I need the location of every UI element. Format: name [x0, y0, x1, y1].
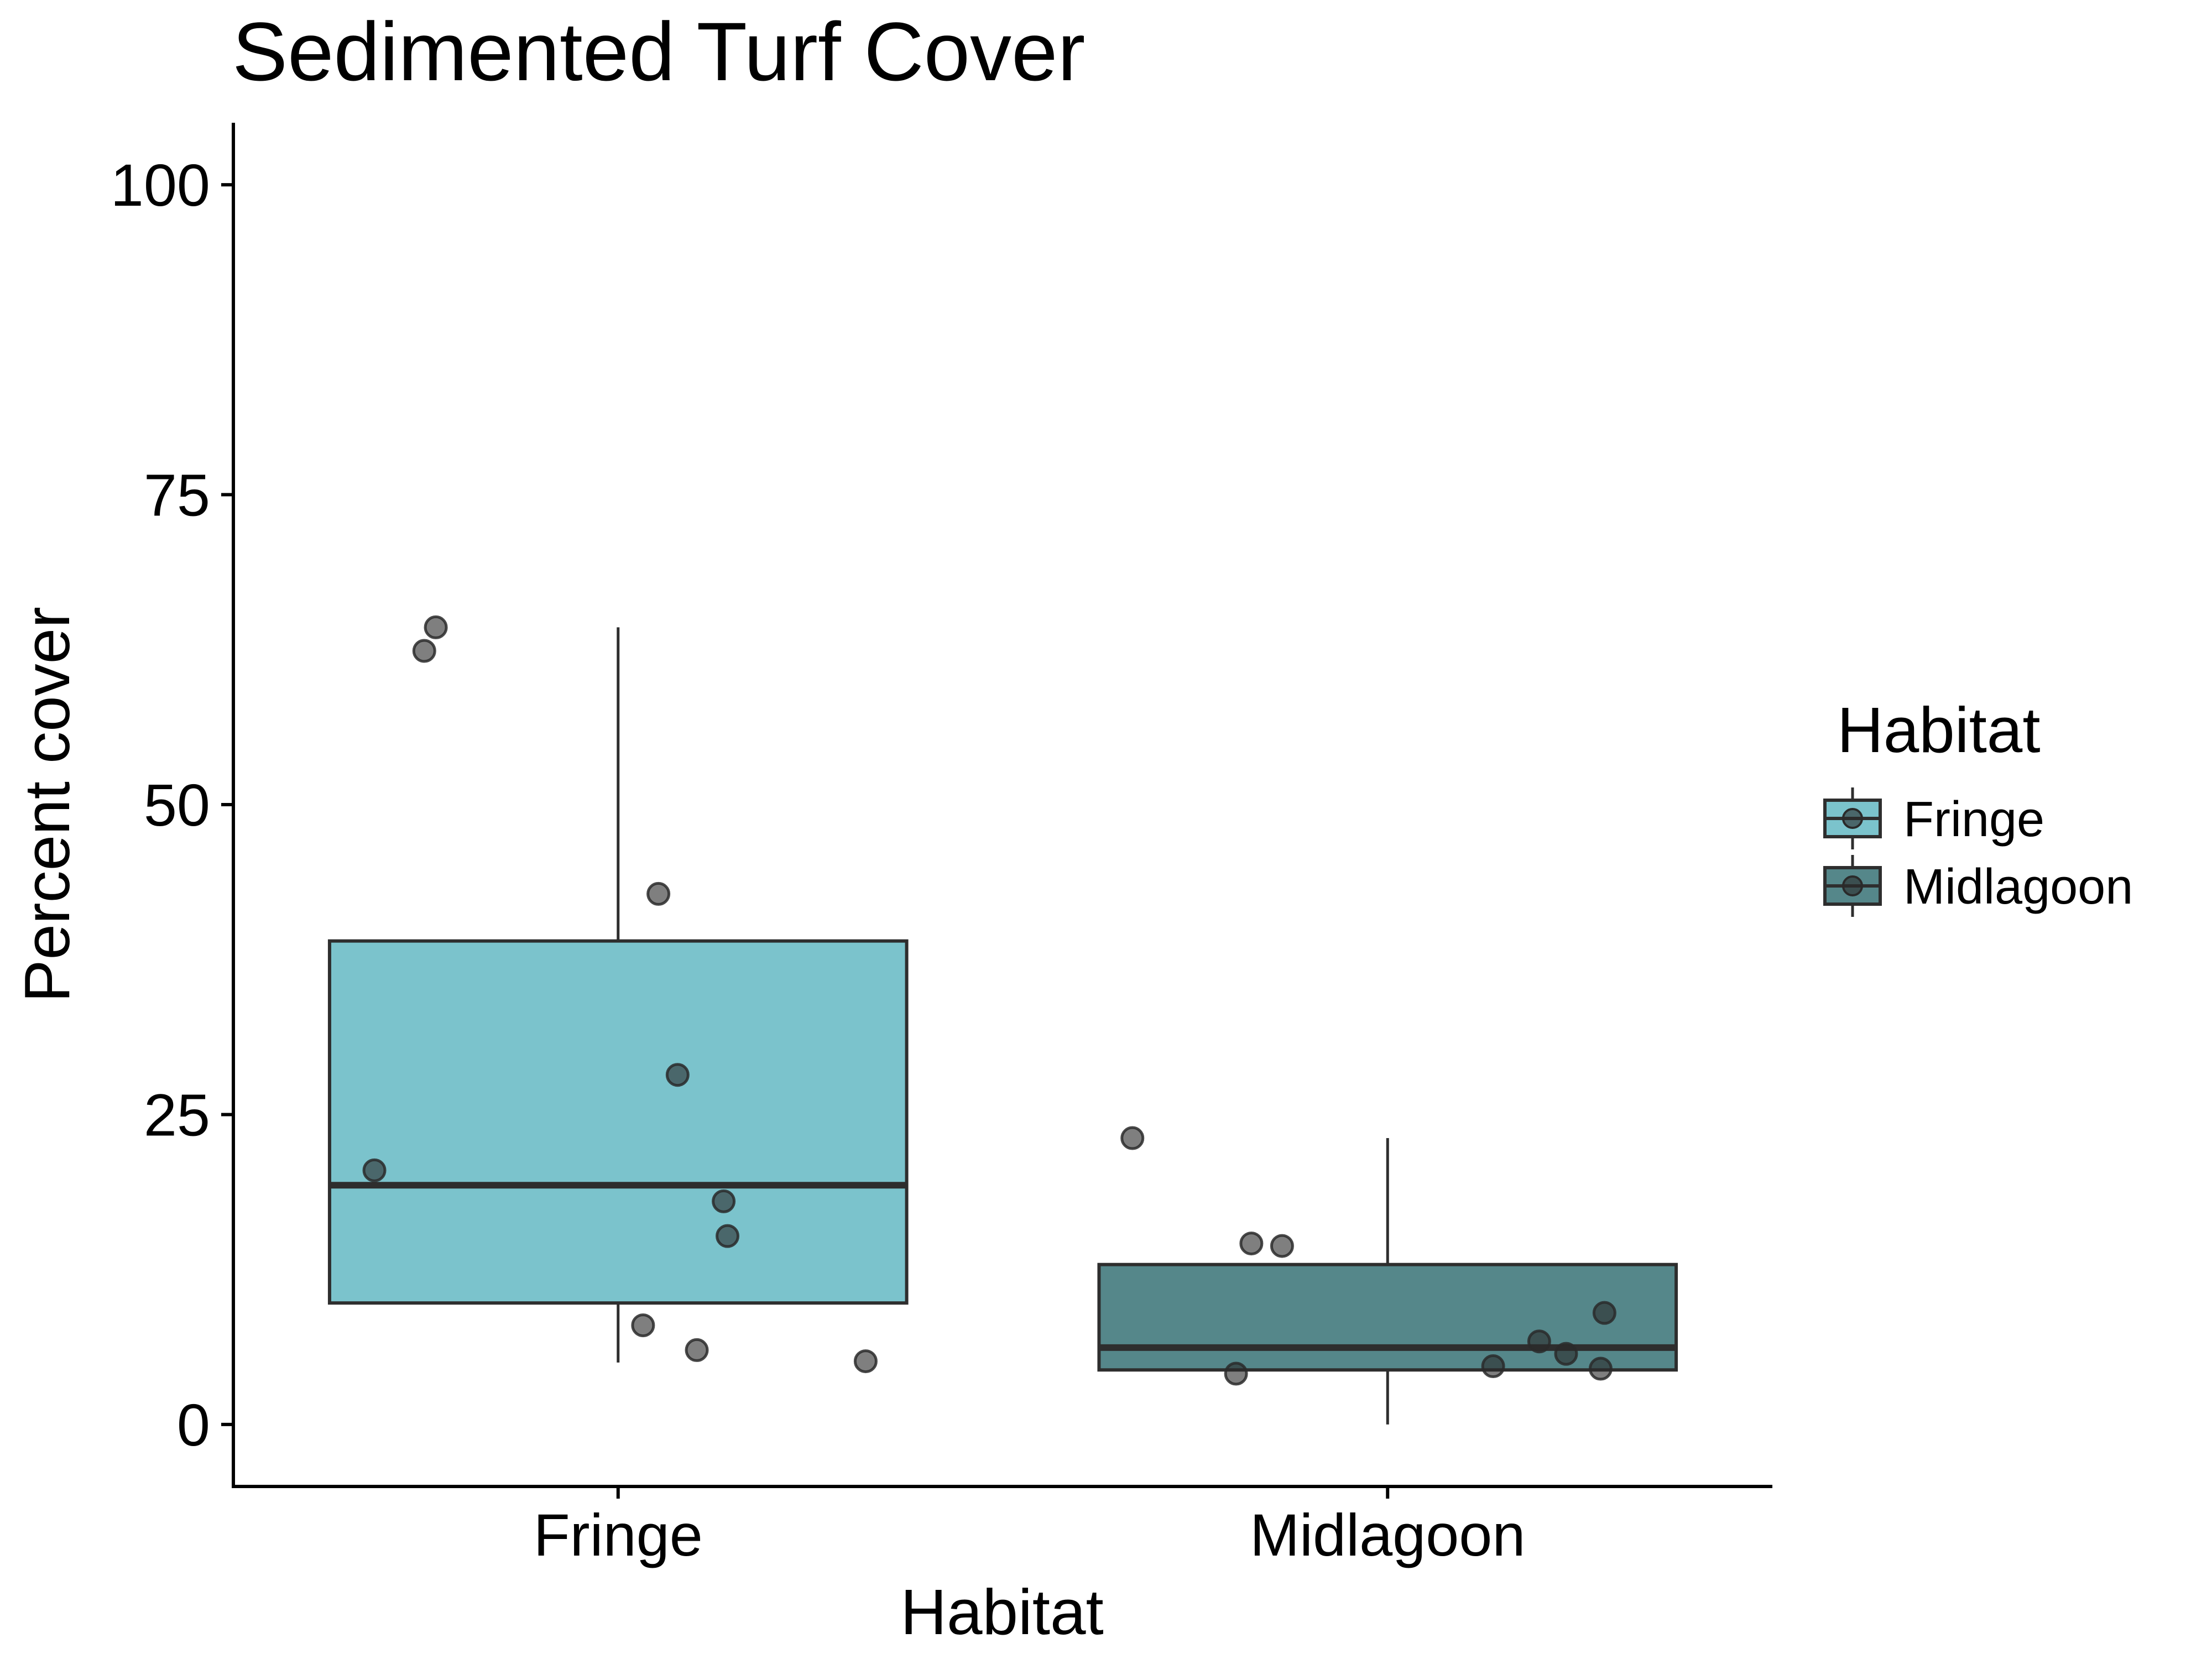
fringe-data-point: [685, 1338, 709, 1362]
fringe-data-point: [646, 881, 671, 906]
midlagoon-data-point: [1588, 1357, 1613, 1381]
fringe-data-point: [665, 1063, 690, 1087]
legend-label: Midlagoon: [1903, 859, 2133, 915]
legend-title: Habitat: [1837, 694, 2041, 766]
plot-points: [362, 615, 1616, 1386]
legend-key-point: [1842, 808, 1863, 829]
midlagoon-box: [1097, 1262, 1678, 1372]
midlagoon-data-point: [1554, 1342, 1578, 1366]
x-tick-label: Fringe: [534, 1501, 703, 1568]
x-axis-title: Habitat: [900, 1576, 1104, 1648]
y-tick-label: 75: [144, 462, 210, 529]
midlagoon-data-point: [1224, 1361, 1248, 1386]
fringe-box: [327, 939, 909, 1305]
legend-key-point: [1842, 875, 1863, 896]
chart-title: Sedimented Turf Cover: [232, 5, 1085, 98]
legend: Fringe Midlagoon: [1823, 787, 2133, 917]
fringe-data-point: [853, 1349, 878, 1374]
midlagoon-data-point: [1120, 1126, 1145, 1150]
y-axis-title: Percent cover: [11, 607, 83, 1003]
fringe-data-point: [362, 1158, 387, 1182]
midlagoon-data-point: [1592, 1301, 1616, 1325]
x-axis-ticks: Fringe Midlagoon: [534, 1486, 1525, 1568]
fringe-data-point: [412, 639, 436, 663]
midlagoon-data-point: [1481, 1354, 1505, 1379]
midlagoon-data-point: [1239, 1232, 1264, 1256]
y-tick-label: 100: [111, 152, 210, 218]
y-tick-label: 0: [177, 1391, 210, 1458]
plot-boxes: [327, 627, 1678, 1425]
legend-label: Fringe: [1903, 792, 2044, 847]
fringe-data-point: [424, 615, 448, 639]
fringe-data-point: [631, 1313, 655, 1338]
fringe-data-point: [712, 1189, 736, 1213]
fringe-data-point: [716, 1224, 740, 1248]
midlagoon-data-point: [1270, 1234, 1294, 1258]
y-tick-label: 25: [144, 1081, 210, 1148]
midlagoon-data-point: [1527, 1329, 1551, 1354]
y-axis-ticks: 0 25 50 75 100: [111, 152, 233, 1458]
x-tick-label: Midlagoon: [1250, 1501, 1525, 1568]
y-tick-label: 50: [144, 771, 210, 838]
